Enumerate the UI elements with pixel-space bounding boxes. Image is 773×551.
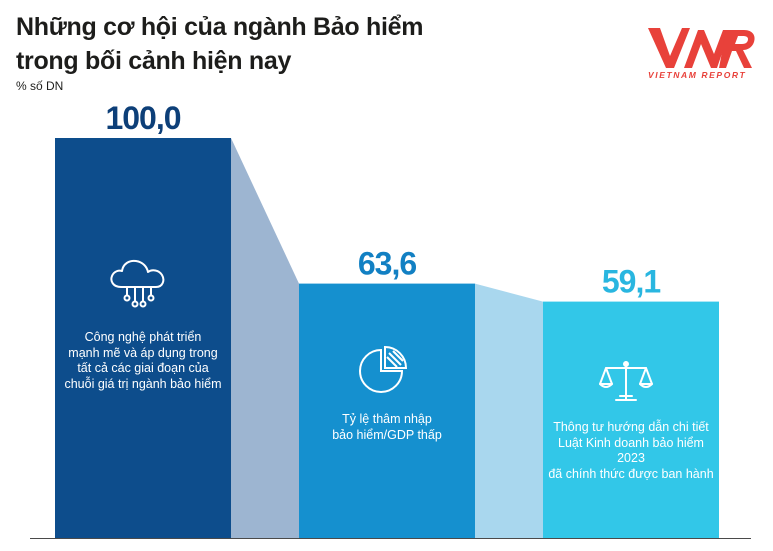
bar-label-line: Công nghệ phát triển <box>84 330 202 344</box>
bar-label-line: tất cả các giai đoạn của <box>77 361 209 375</box>
bar-label-line: Luật Kinh doanh bảo hiểm 2023 <box>558 435 704 466</box>
bar-label-line: Thông tư hướng dẫn chi tiết <box>553 420 709 434</box>
bar-label-line: chuỗi giá trị ngành bảo hiểm <box>64 376 222 391</box>
bar-circular-regulation <box>543 301 719 538</box>
value-label-1: 100,0 <box>105 100 180 136</box>
connector-2 <box>475 283 543 538</box>
bar-label-circular-regulation: Thông tư hướng dẫn chi tiết Luật Kinh doa… <box>543 420 719 482</box>
value-label-2: 63,6 <box>358 246 416 282</box>
cloud-network-icon <box>110 259 165 308</box>
bar-label-line: bảo hiểm/GDP thấp <box>332 427 442 442</box>
bar-label-technology: Công nghệ phát triển mạnh mẽ và áp dụng t… <box>55 330 231 392</box>
logo-subtitle: VIETNAM REPORT <box>648 70 747 80</box>
unit-label: % số DN <box>16 79 64 93</box>
connector-1 <box>231 138 299 538</box>
scales-icon <box>599 361 653 401</box>
bar-insurance-penetration <box>299 283 475 538</box>
vietnam-report-logo <box>648 28 755 68</box>
value-label-3: 59,1 <box>602 264 660 300</box>
bar-label-line: đã chính thức được ban hành <box>548 466 714 481</box>
pie-chart-icon <box>359 345 408 393</box>
title-line-2: trong bối cảnh hiện nay <box>16 47 292 75</box>
bar-label-line: Tỷ lệ thâm nhập <box>342 412 432 426</box>
title-line-1: Những cơ hội của ngành Bảo hiểm <box>16 13 424 41</box>
bar-technology <box>55 138 231 538</box>
bar-label-insurance-penetration: Tỷ lệ thâm nhập bảo hiểm/GDP thấp <box>299 412 475 443</box>
bar-label-line: mạnh mẽ và áp dụng trong <box>68 345 218 360</box>
chart-title: Những cơ hội của ngành Bảo hiểm trong bố… <box>16 10 576 78</box>
